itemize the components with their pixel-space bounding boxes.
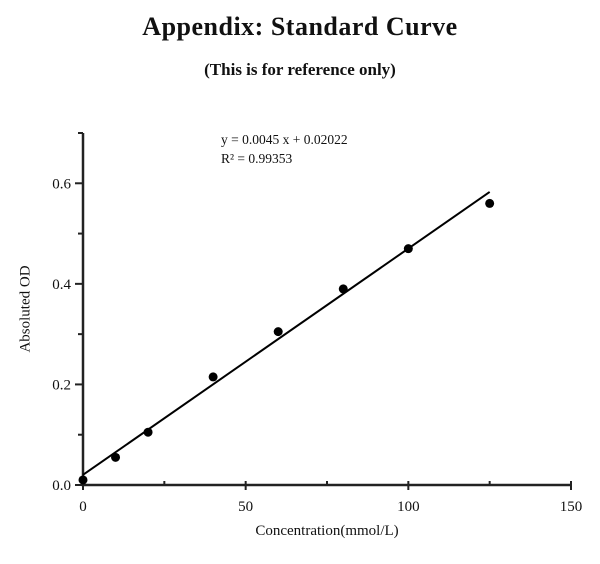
data-point [111,452,121,462]
fit-line [82,191,491,476]
fit-r-squared: R² = 0.99353 [221,151,293,166]
y-tick-label: 0.4 [52,277,71,293]
chart-subtitle: (This is for reference only) [204,60,396,79]
x-tick-label: 0 [79,499,87,515]
y-tick-label: 0.2 [52,377,71,393]
x-axis-label: Concentration(mmol/L) [255,523,399,539]
x-tick-label: 100 [397,499,420,515]
data-point [485,198,495,208]
y-tick-label: 0.6 [52,176,71,192]
x-tick-label: 50 [238,499,253,515]
y-tick-label: 0.0 [52,478,71,494]
data-point [273,327,283,337]
fit-annotation: y = 0.0045 x + 0.02022 R² = 0.99353 [221,130,348,168]
data-point [78,475,88,485]
data-point [208,372,218,382]
data-point [338,284,348,294]
chart-title: Appendix: Standard Curve [142,12,458,41]
data-point [403,244,413,254]
fit-equation: y = 0.0045 x + 0.02022 [221,132,348,147]
data-point [143,427,153,437]
x-tick-label: 150 [560,499,583,515]
y-axis-label: Absoluted OD [17,265,34,353]
